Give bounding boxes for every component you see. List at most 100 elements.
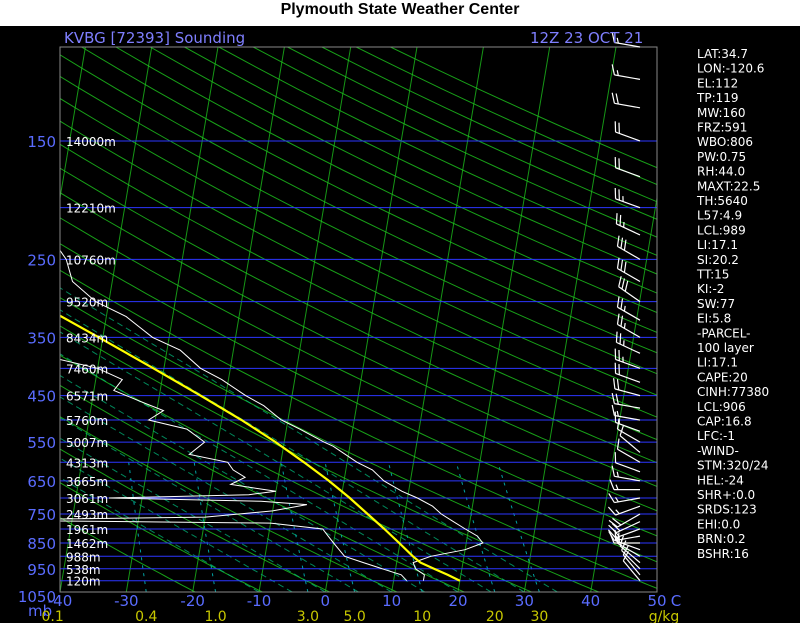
dry-adiabat-line (60, 97, 657, 396)
stat-line: HEL:-24 (697, 473, 744, 487)
wind-barb-flag (611, 64, 615, 76)
skew-t-chart: 1502503504505506507508509501050mb14000m1… (18, 31, 769, 623)
dry-adiabat-line (60, 297, 657, 589)
background-grid (60, 47, 657, 592)
wind-barb-staff (621, 549, 641, 570)
wind-barb-flag (623, 322, 626, 329)
sounding-panel: 150 250 350 450 550 650 750 850 950 1050 mb 14000m 1… (0, 26, 800, 623)
temperature-tick-label: -30 (114, 592, 139, 610)
wind-barb-flag (611, 392, 615, 404)
wind-barb-flag (620, 298, 624, 310)
wind-barb-flag (619, 214, 622, 226)
wind-barb (619, 425, 641, 453)
wind-barb-flag (615, 509, 620, 515)
wind-barb (616, 438, 641, 463)
wind-barb-flag (608, 531, 615, 541)
wind-barb-staff (619, 435, 641, 453)
wind-barb-flag (621, 540, 627, 551)
dewpoint-profile (60, 359, 408, 582)
dry-adiabat-line (60, 54, 657, 354)
isotherm-line (125, 47, 219, 592)
wind-barb (611, 404, 641, 421)
mixing-ratio-label: 0.4 (135, 609, 157, 623)
wind-barb-flag (607, 529, 617, 539)
height-label: 1961m (66, 523, 108, 537)
dry-adiabat-line (60, 167, 657, 464)
wind-barb (611, 31, 641, 48)
height-label: 14000m (66, 135, 116, 149)
wind-barb (615, 213, 641, 236)
wind-barb-flag (608, 524, 617, 534)
wind-barb (614, 157, 641, 178)
wind-barb-staff (614, 475, 641, 482)
mixing-ratio-label: 5.0 (343, 609, 365, 623)
stat-line: PW:0.75 (697, 150, 746, 164)
wind-barb-flag (609, 479, 615, 490)
stat-line: MAXT:22.5 (697, 179, 760, 193)
wind-barb-staff (618, 286, 641, 303)
temperature-unit-label: C (671, 592, 681, 610)
isotherm-line (192, 47, 285, 592)
pressure-tick-label: 150 (27, 133, 56, 151)
wind-barb (611, 64, 641, 80)
stat-line: BRN:0.2 (697, 532, 746, 546)
wind-barb-flag (616, 379, 620, 390)
wind-barb-flag (620, 237, 624, 249)
wind-barb-staff (619, 545, 641, 564)
wind-barb-flag (615, 93, 619, 105)
dry-adiabat-line (60, 384, 465, 592)
wind-barb-staff (615, 528, 641, 539)
mixing-ratio-label: 0.1 (41, 609, 63, 623)
pressure-tick-label: 1050 (18, 588, 56, 606)
stat-line: TT:15 (696, 268, 729, 282)
height-label: 6571m (66, 390, 108, 404)
wind-barb-staff (617, 323, 641, 338)
dry-adiabat-line (60, 516, 196, 592)
isotherm-line (457, 47, 551, 592)
wind-barb-staff (614, 102, 641, 109)
wind-barb-staff (617, 448, 641, 463)
wind-barb (618, 276, 641, 303)
wind-barb (614, 362, 641, 383)
wind-barb-staff (615, 462, 641, 473)
wind-barb-staff (616, 521, 641, 534)
height-label: 3061m (66, 492, 108, 506)
wind-barb-flag (612, 517, 622, 526)
stat-line: CINH:77380 (697, 385, 769, 399)
stat-line: WBO:806 (697, 135, 753, 149)
dry-adiabat-line (60, 482, 263, 592)
mixing-ratio-label: 1.0 (204, 609, 226, 623)
stat-line: CAP:16.8 (697, 415, 752, 429)
stat-line: LCL:906 (697, 400, 746, 414)
wind-barb-staff (614, 74, 641, 80)
wind-barb-flag (623, 239, 627, 251)
wind-barb-staff (615, 540, 641, 551)
wind-barb-flag (611, 465, 615, 477)
isotherm-line (523, 47, 617, 592)
wind-barb-flag (620, 315, 624, 327)
stat-line: SRDS:123 (697, 503, 757, 517)
height-label: 12210m (66, 202, 116, 216)
wind-barb (608, 521, 641, 534)
time-label: 12Z 23 OCT 21 (530, 29, 644, 47)
station-label: KVBG [72393] Sounding (64, 29, 246, 47)
mixing-ratio-label: 3.0 (297, 609, 319, 623)
dry-adiabat-line (60, 325, 599, 592)
wind-barb (611, 92, 641, 109)
height-label: 5760m (66, 414, 108, 428)
height-label: 7460m (66, 362, 108, 376)
stat-line: CAPE:20 (697, 370, 748, 384)
wind-barb-flag (623, 261, 627, 273)
wind-barb-staff (616, 223, 641, 236)
wind-barb-flag (607, 506, 617, 516)
stat-line: EL:112 (697, 76, 738, 90)
wind-barb-flag (624, 280, 629, 292)
isotherm-line (590, 194, 657, 592)
mixing-ratio-line (324, 462, 356, 592)
wind-barb (608, 493, 641, 504)
wind-barb-flag (615, 213, 618, 225)
height-label: 538m (66, 563, 101, 577)
temperature-profile (60, 249, 484, 581)
wind-barb (616, 235, 641, 260)
wind-barb (616, 296, 641, 321)
